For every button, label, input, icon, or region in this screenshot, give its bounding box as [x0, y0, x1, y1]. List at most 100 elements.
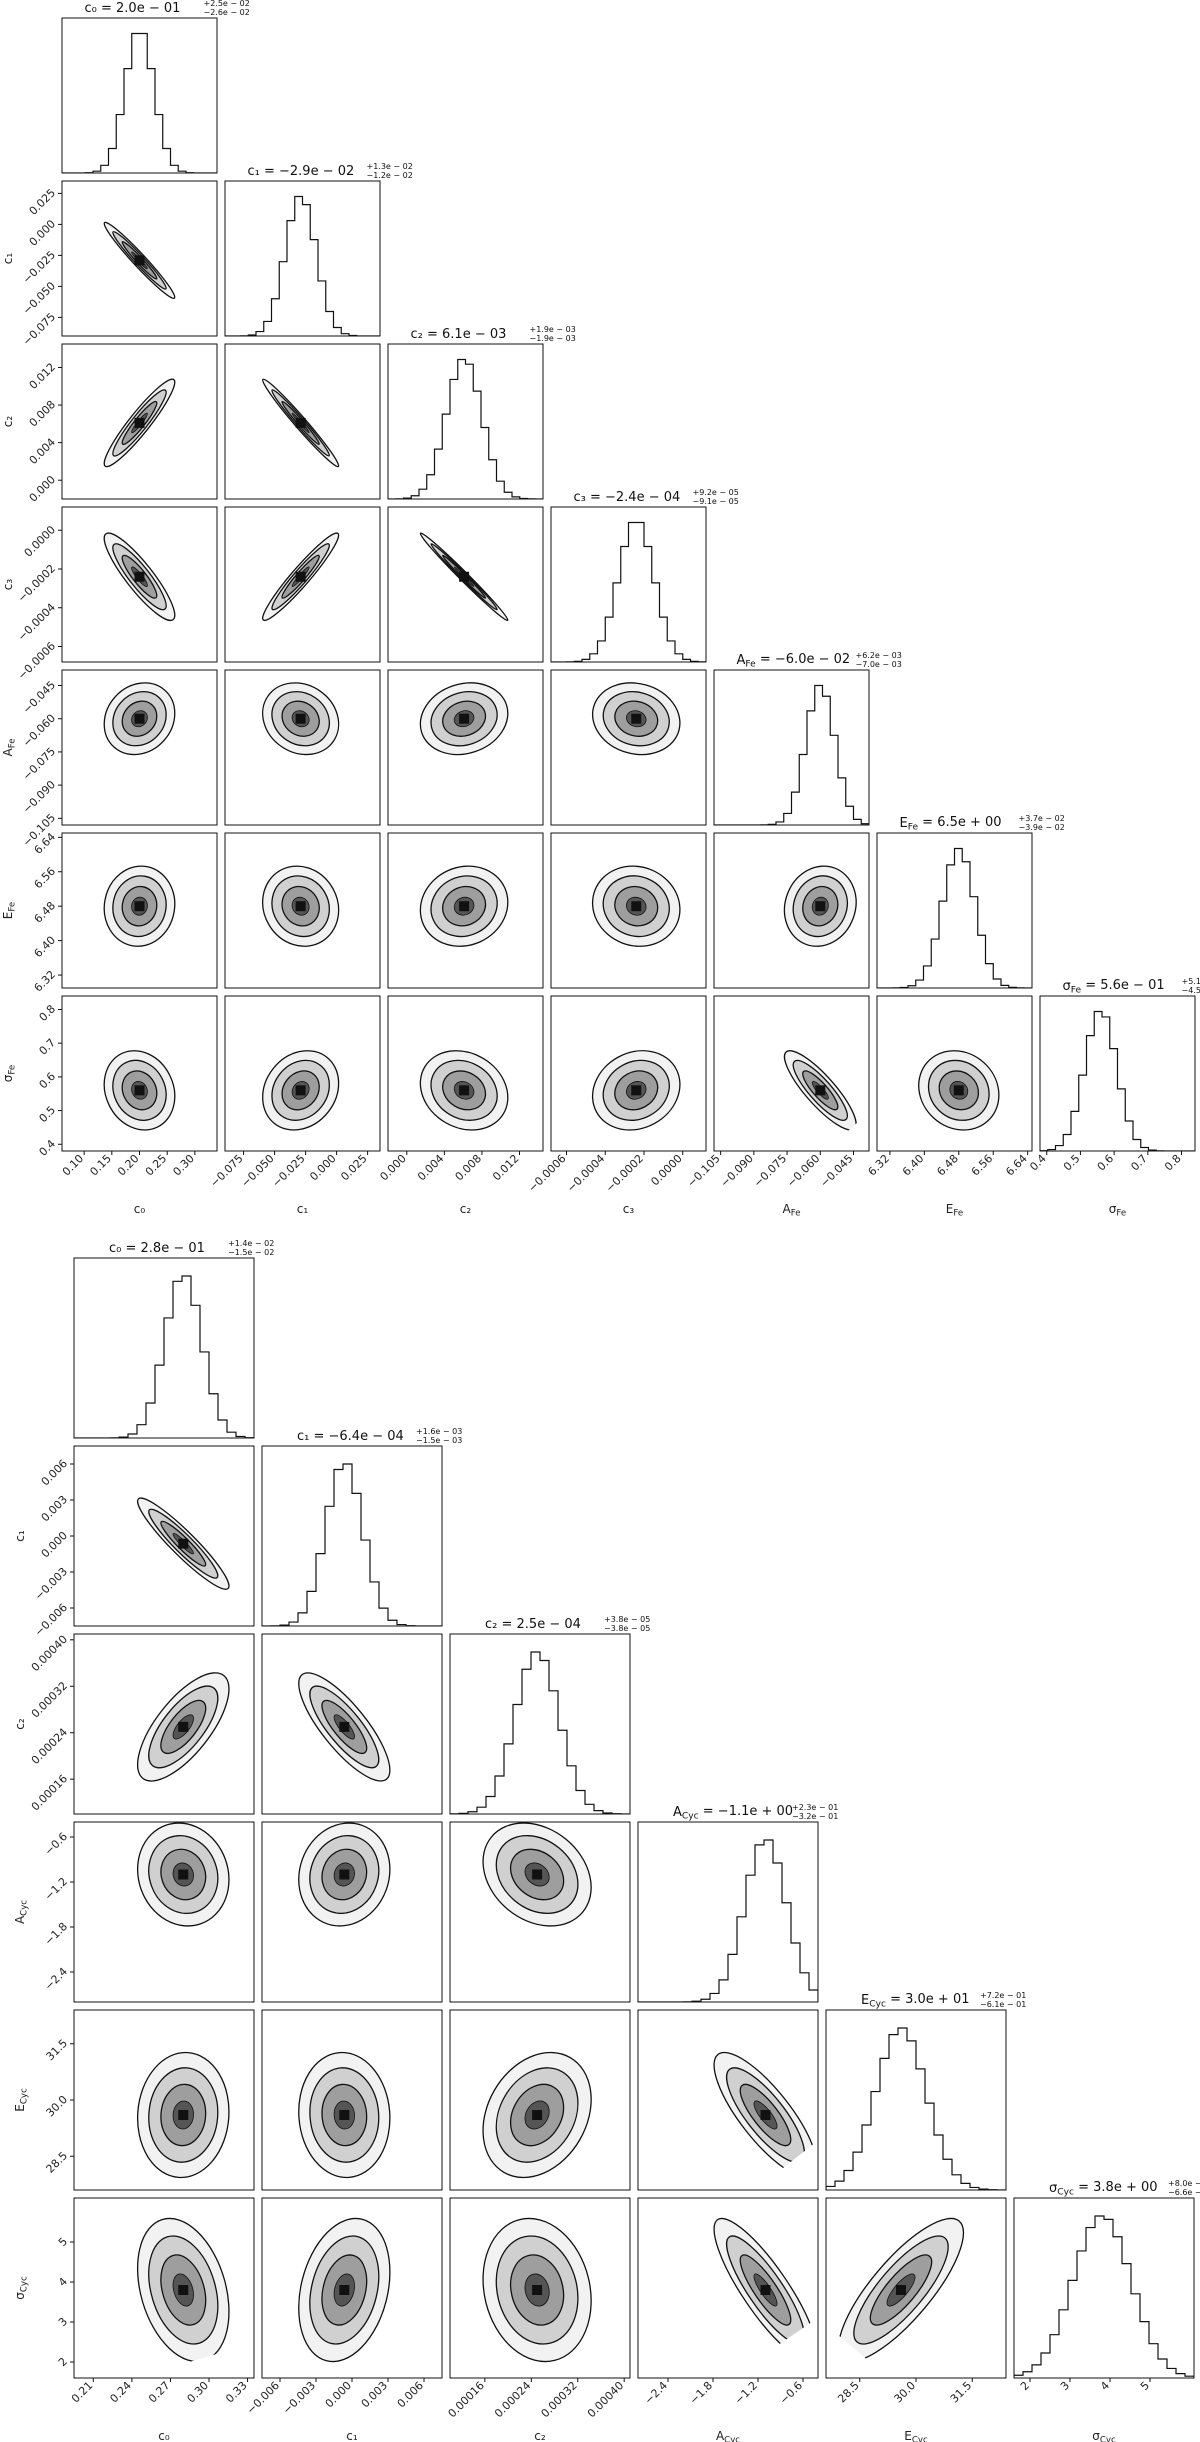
x-axis-label: ECyc [904, 2429, 928, 2442]
density-peak [631, 901, 642, 912]
x-tick-label: 6.48 [934, 1152, 961, 1179]
contour-panel-E_Cyc-σ_Cyc: 28.5 30.0 31.5 ECyc [825, 2197, 1007, 2442]
y-tick-label: 0.000 [39, 1529, 70, 1560]
y-axis-label: c₂ [13, 1718, 27, 1730]
y-tick-label: 0.012 [27, 360, 58, 391]
x-tick-label: −0.090 [718, 1152, 756, 1190]
corner-plot-2: c₀ = 2.8e − 01 +1.4e − 02−1.5e − 02 −0.006… [13, 1239, 1200, 2442]
x-tick-label: 0.00032 [538, 2379, 579, 2420]
y-axis-label: c₁ [1, 253, 15, 265]
param-err-down: −6.1e − 01 [980, 2000, 1026, 2009]
param-err-down: −4.5e − 02 [1182, 986, 1200, 995]
x-tick-label: 30.0 [892, 2379, 919, 2406]
y-tick-label: −0.006 [32, 1601, 70, 1639]
y-tick-label: 0.4 [37, 1137, 59, 1159]
x-tick-label: 6.64 [1003, 1152, 1030, 1179]
y-tick-label: 0.5 [37, 1103, 59, 1125]
panel-frame [61, 17, 218, 174]
contour-panel-c₀-c₁: −0.006−0.003 0.000 0.003 0.006 c₁ [13, 1445, 255, 1639]
panel-frame [387, 343, 544, 500]
x-tick-label: 0.00016 [446, 2379, 487, 2420]
contour-panel-c₂-A_Fe [387, 669, 544, 826]
density-peak [339, 1869, 350, 1880]
param-title: c₀ = 2.8e − 01 [109, 1241, 205, 1256]
x-tick-label: 0.006 [395, 2379, 426, 2410]
histogram-E_Cyc: ECyc = 3.0e + 01 +7.2e − 01−6.1e − 01 [825, 1991, 1026, 2191]
density-peak [532, 2285, 543, 2295]
x-tick-label: −0.060 [784, 1152, 822, 1190]
param-err-down: −1.5e − 03 [416, 1436, 462, 1445]
contour-panel-c₁-σ_Cyc: −0.006−0.003 0.000 0.003 0.006 c₁ [244, 2197, 443, 2442]
x-tick-label: 0.8 [1162, 1152, 1184, 1174]
contour-panel-c₀-A_Cyc: −2.4 −1.8 −1.2 −0.6 ACyc [13, 1821, 255, 2003]
x-tick-label: −0.050 [239, 1152, 277, 1190]
panel-frame [1039, 995, 1196, 1152]
x-tick-label: 31.5 [948, 2379, 975, 2406]
panel-frame [261, 1821, 443, 2003]
x-tick-label: −0.025 [270, 1152, 308, 1190]
x-tick-label: 0.5 [1061, 1152, 1083, 1174]
contour-panel-c₁-c₂ [224, 343, 381, 500]
density-peak [295, 1085, 306, 1096]
y-axis-label: ECyc [13, 2088, 30, 2112]
y-tick-label: 6.32 [32, 968, 59, 995]
panel-frame [449, 1821, 631, 2003]
param-err-up: +1.6e − 03 [416, 1427, 462, 1436]
panel-frame [61, 669, 218, 826]
contour-panel-c₀-E_Cyc: 28.5 30.0 31.5 ECyc [13, 2009, 255, 2191]
contour-panel-c₂-E_Fe [387, 832, 544, 989]
contour-panel-c₃-E_Fe [550, 832, 707, 989]
y-tick-label: 31.5 [44, 2037, 71, 2064]
x-axis-label: c₀ [134, 1202, 146, 1216]
panel-frame [550, 506, 707, 663]
y-axis-label: c₃ [1, 579, 15, 591]
param-err-down: −2.6e − 02 [204, 8, 250, 17]
param-title: c₃ = −2.4e − 04 [574, 490, 681, 505]
histogram-step [62, 32, 217, 173]
param-title: c₂ = 2.5e − 04 [485, 1617, 581, 1632]
contour-panel-A_Cyc-σ_Cyc: −2.4 −1.8 −1.2 −0.6 ACyc [637, 2197, 819, 2442]
histogram-step [551, 521, 706, 662]
x-tick-label: 6.40 [900, 1152, 927, 1179]
histogram-step [225, 195, 380, 336]
x-tick-label: −1.2 [732, 2379, 760, 2407]
y-tick-label: −0.0006 [15, 639, 58, 682]
y-axis-label: σCyc [13, 2276, 30, 2300]
panel-frame [550, 832, 707, 989]
panel-frame [387, 669, 544, 826]
y-tick-label: 0.025 [27, 186, 58, 217]
x-tick-label: 0.000 [307, 1152, 338, 1183]
panel-frame [637, 2197, 819, 2379]
x-tick-label: 0.7 [1128, 1152, 1150, 1174]
param-title: ACyc = −1.1e + 00 [673, 1804, 793, 1822]
x-tick-label: 6.56 [969, 1152, 996, 1179]
y-tick-label: 0.00040 [29, 1633, 70, 1674]
density-peak [339, 2285, 350, 2295]
histogram-σ_Fe: σFe = 5.6e − 01 +5.1e − 02−4.5e − 02 0.4 0.… [1027, 977, 1200, 1219]
contour-panel-c₁-c₂ [261, 1633, 443, 1815]
x-tick-label: −0.075 [751, 1152, 789, 1190]
panel-frame [713, 995, 870, 1152]
histogram-step [826, 2027, 1006, 2190]
density-peak [631, 713, 642, 724]
histogram-c₀: c₀ = 2.8e − 01 +1.4e − 02−1.5e − 02 [73, 1239, 274, 1439]
histogram-σ_Cyc: σCyc = 3.8e + 00+8.0e − 01−6.6e − 012345… [1013, 2179, 1200, 2442]
density-peak [896, 2285, 906, 2295]
density-peak [295, 417, 306, 428]
density-peak [532, 2110, 543, 2120]
density-peak [134, 571, 145, 582]
panel-frame [73, 1257, 255, 1439]
x-axis-label: c₁ [297, 1202, 309, 1216]
density-peak [631, 1085, 642, 1096]
param-err-up: +3.7e − 02 [1019, 814, 1065, 823]
histogram-step [638, 1839, 818, 2002]
contour-panel-c₁-E_Fe [224, 832, 381, 989]
corner-plot-1: c₀ = 2.0e − 01 +2.5e − 02−2.6e − 02 −0.075… [1, 0, 1200, 1219]
y-tick-label: 0.00016 [29, 1772, 70, 1813]
histogram-c₂: c₂ = 2.5e − 04 +3.8e − 05−3.8e − 05 [449, 1615, 650, 1815]
panel-frame [261, 1633, 443, 1815]
x-tick-label: 0.003 [359, 2379, 390, 2410]
y-tick-label: 0.000 [27, 473, 58, 504]
